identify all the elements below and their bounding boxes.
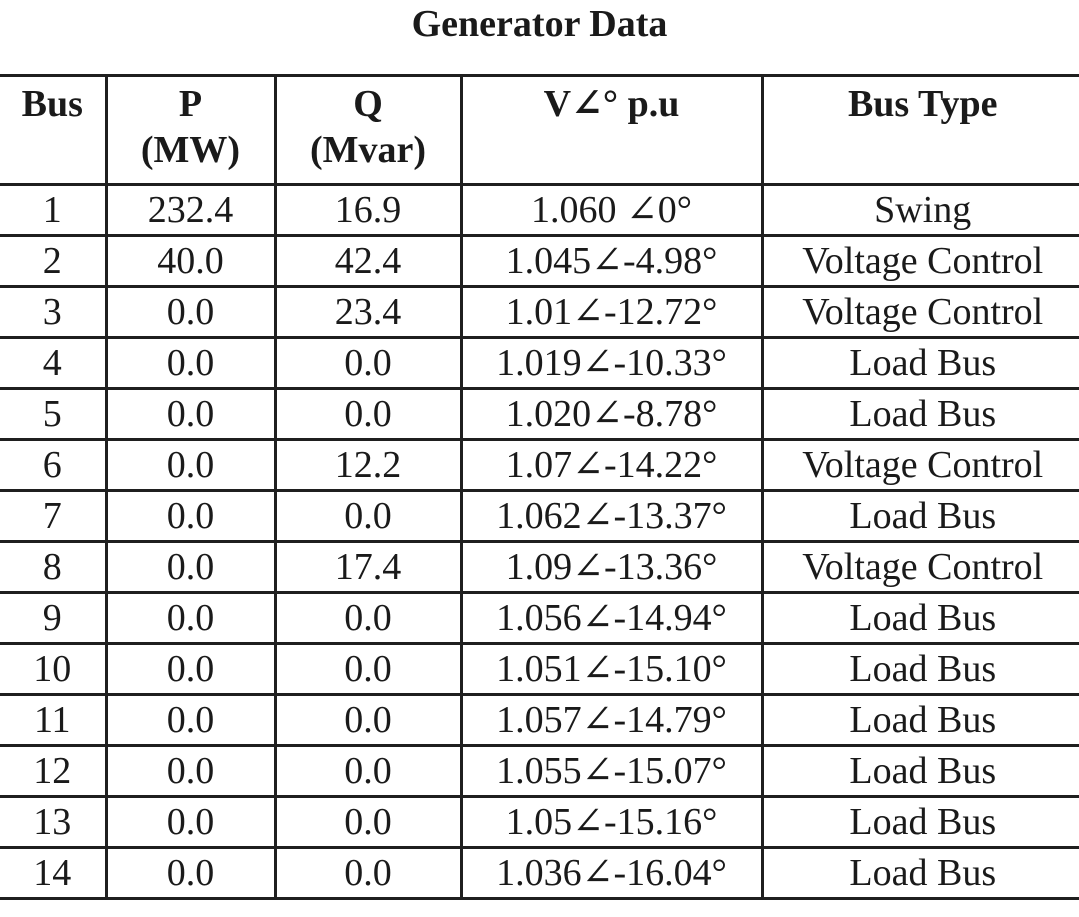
cell-bus: 9 [0, 591, 108, 645]
cell-q: 16.9 [273, 183, 463, 237]
generator-data-table: Bus P (MW) Q (Mvar) V∠° p.u Bus Type 1 23… [0, 74, 1079, 900]
cell-q: 0.0 [273, 336, 463, 390]
cell-voltage: 1.036∠-16.04° [459, 846, 764, 900]
cell-p: 0.0 [104, 795, 277, 849]
cell-p: 0.0 [104, 591, 277, 645]
header-bus-type: Bus Type [760, 74, 1079, 186]
cell-p: 0.0 [104, 846, 277, 900]
cell-q: 0.0 [273, 693, 463, 747]
cell-voltage: 1.01∠-12.72° [459, 285, 764, 339]
cell-bus-type: Voltage Control [760, 285, 1079, 339]
table-row: 10 0.0 0.0 1.051∠-15.10° Load Bus [0, 642, 1079, 696]
cell-q: 0.0 [273, 387, 463, 441]
table-row: 12 0.0 0.0 1.055∠-15.07° Load Bus [0, 744, 1079, 798]
cell-p: 232.4 [104, 183, 277, 237]
cell-bus: 8 [0, 540, 108, 594]
cell-voltage: 1.019∠-10.33° [459, 336, 764, 390]
cell-voltage: 1.060 ∠0° [459, 183, 764, 237]
header-p: P (MW) [104, 74, 277, 186]
header-q-label: Q [353, 83, 383, 125]
cell-q: 17.4 [273, 540, 463, 594]
cell-voltage: 1.045∠-4.98° [459, 234, 764, 288]
header-bus-label: Bus [21, 83, 83, 125]
cell-p: 0.0 [104, 693, 277, 747]
cell-bus-type: Voltage Control [760, 234, 1079, 288]
cell-q: 0.0 [273, 846, 463, 900]
cell-bus-type: Swing [760, 183, 1079, 237]
cell-voltage: 1.051∠-15.10° [459, 642, 764, 696]
cell-bus-type: Load Bus [760, 693, 1079, 747]
cell-bus: 5 [0, 387, 108, 441]
cell-p: 0.0 [104, 285, 277, 339]
table-row: 14 0.0 0.0 1.036∠-16.04° Load Bus [0, 846, 1079, 900]
cell-voltage: 1.062∠-13.37° [459, 489, 764, 543]
cell-p: 0.0 [104, 642, 277, 696]
cell-q: 12.2 [273, 438, 463, 492]
cell-bus: 11 [0, 693, 108, 747]
header-q: Q (Mvar) [273, 74, 463, 186]
header-q-unit: (Mvar) [309, 129, 427, 171]
cell-voltage: 1.05∠-15.16° [459, 795, 764, 849]
table-row: 1 232.4 16.9 1.060 ∠0° Swing [0, 183, 1079, 237]
cell-p: 0.0 [104, 387, 277, 441]
page-title: Generator Data [411, 3, 668, 45]
cell-voltage: 1.09∠-13.36° [459, 540, 764, 594]
table-row: 8 0.0 17.4 1.09∠-13.36° Voltage Control [0, 540, 1079, 594]
cell-voltage: 1.056∠-14.94° [459, 591, 764, 645]
header-bus-type-label: Bus Type [847, 83, 998, 125]
cell-bus: 6 [0, 438, 108, 492]
table-row: 7 0.0 0.0 1.062∠-13.37° Load Bus [0, 489, 1079, 543]
table-row: 6 0.0 12.2 1.07∠-14.22° Voltage Control [0, 438, 1079, 492]
header-p-label: P [178, 83, 203, 125]
cell-bus: 7 [0, 489, 108, 543]
table-row: 13 0.0 0.0 1.05∠-15.16° Load Bus [0, 795, 1079, 849]
header-p-unit: (MW) [140, 129, 241, 171]
cell-voltage: 1.057∠-14.79° [459, 693, 764, 747]
cell-p: 0.0 [104, 336, 277, 390]
table-header-row: Bus P (MW) Q (Mvar) V∠° p.u Bus Type [0, 74, 1079, 186]
cell-bus-type: Load Bus [760, 846, 1079, 900]
cell-voltage: 1.055∠-15.07° [459, 744, 764, 798]
cell-q: 42.4 [273, 234, 463, 288]
table-row: 11 0.0 0.0 1.057∠-14.79° Load Bus [0, 693, 1079, 747]
cell-bus-type: Load Bus [760, 795, 1079, 849]
cell-voltage: 1.07∠-14.22° [459, 438, 764, 492]
cell-voltage: 1.020∠-8.78° [459, 387, 764, 441]
cell-bus: 10 [0, 642, 108, 696]
cell-p: 0.0 [104, 540, 277, 594]
cell-bus-type: Voltage Control [760, 438, 1079, 492]
cell-bus: 14 [0, 846, 108, 900]
cell-p: 0.0 [104, 489, 277, 543]
table-row: 2 40.0 42.4 1.045∠-4.98° Voltage Control [0, 234, 1079, 288]
cell-bus-type: Load Bus [760, 591, 1079, 645]
table-row: 9 0.0 0.0 1.056∠-14.94° Load Bus [0, 591, 1079, 645]
cell-bus: 13 [0, 795, 108, 849]
table-row: 3 0.0 23.4 1.01∠-12.72° Voltage Control [0, 285, 1079, 339]
cell-bus-type: Load Bus [760, 642, 1079, 696]
cell-p: 0.0 [104, 744, 277, 798]
cell-p: 0.0 [104, 438, 277, 492]
header-voltage-label: V∠° p.u [543, 83, 680, 125]
cell-q: 0.0 [273, 489, 463, 543]
cell-bus: 2 [0, 234, 108, 288]
cell-bus-type: Load Bus [760, 387, 1079, 441]
table-row: 4 0.0 0.0 1.019∠-10.33° Load Bus [0, 336, 1079, 390]
cell-q: 0.0 [273, 591, 463, 645]
table-row: 5 0.0 0.0 1.020∠-8.78° Load Bus [0, 387, 1079, 441]
cell-q: 23.4 [273, 285, 463, 339]
header-voltage: V∠° p.u [459, 74, 764, 186]
cell-q: 0.0 [273, 795, 463, 849]
cell-bus-type: Load Bus [760, 336, 1079, 390]
cell-bus: 12 [0, 744, 108, 798]
cell-bus-type: Load Bus [760, 744, 1079, 798]
cell-q: 0.0 [273, 642, 463, 696]
cell-bus: 4 [0, 336, 108, 390]
cell-bus: 1 [0, 183, 108, 237]
cell-p: 40.0 [104, 234, 277, 288]
cell-bus-type: Load Bus [760, 489, 1079, 543]
cell-q: 0.0 [273, 744, 463, 798]
cell-bus-type: Voltage Control [760, 540, 1079, 594]
cell-bus: 3 [0, 285, 108, 339]
header-bus: Bus [0, 74, 108, 186]
